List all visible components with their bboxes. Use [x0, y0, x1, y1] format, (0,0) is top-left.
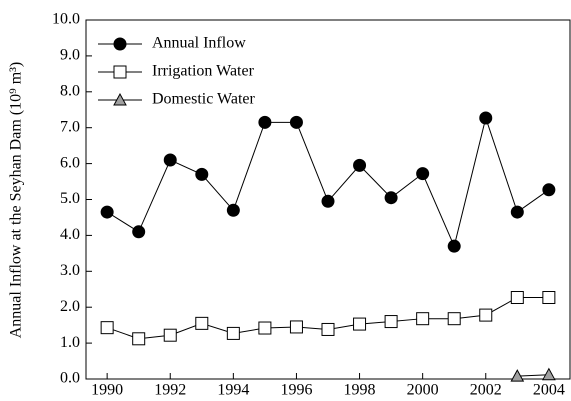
data-point: [447, 239, 461, 253]
data-point: [100, 321, 114, 335]
data-point: [100, 205, 114, 219]
data-point: [132, 225, 146, 239]
data-point: [353, 317, 367, 331]
legend-marker: [113, 37, 127, 51]
data-point: [226, 326, 240, 340]
data-point: [479, 308, 493, 322]
y-axis-label: Annual Inflow at the Seyhan Dam (10⁹ m³): [8, 62, 25, 339]
y-tick-label: 0.0: [60, 370, 80, 387]
y-tick-label: 10.0: [52, 11, 80, 28]
x-tick-label: 2004: [533, 382, 565, 399]
x-tick-label: 2002: [470, 382, 502, 399]
y-tick-label: 7.0: [60, 118, 80, 135]
data-point: [447, 312, 461, 326]
x-tick-label: 1996: [280, 382, 312, 399]
data-point: [416, 312, 430, 326]
data-point: [416, 167, 430, 181]
y-tick-label: 8.0: [60, 82, 80, 99]
data-point: [163, 328, 177, 342]
y-tick-label: 3.0: [60, 262, 80, 279]
x-tick-label: 2000: [407, 382, 439, 399]
legend-label: Domestic Water: [152, 91, 256, 108]
data-point: [258, 321, 272, 335]
data-point: [289, 320, 303, 334]
data-point: [479, 111, 493, 125]
data-point: [163, 153, 177, 167]
legend-label: Irrigation Water: [152, 63, 255, 80]
data-point: [195, 316, 209, 330]
data-point: [258, 115, 272, 129]
data-point: [542, 291, 556, 305]
legend-marker: [113, 65, 127, 79]
y-tick-label: 6.0: [60, 154, 80, 171]
data-point: [510, 205, 524, 219]
x-tick-label: 1990: [91, 382, 123, 399]
y-tick-label: 2.0: [60, 298, 80, 315]
y-tick-label: 9.0: [60, 47, 80, 64]
x-tick-label: 1998: [344, 382, 376, 399]
series-line: [106, 116, 550, 248]
data-point: [510, 369, 525, 382]
data-point: [289, 115, 303, 129]
legend-label: Annual Inflow: [152, 35, 246, 52]
data-point: [384, 315, 398, 329]
y-tick-label: 4.0: [60, 226, 80, 243]
data-point: [384, 191, 398, 205]
data-point: [132, 332, 146, 346]
data-point: [542, 367, 556, 381]
legend-marker: [113, 92, 127, 106]
x-tick-label: 1992: [154, 382, 186, 399]
data-point: [510, 291, 524, 305]
data-point: [321, 194, 335, 208]
series-line: [517, 374, 549, 377]
data-point: [542, 183, 556, 197]
data-point: [321, 322, 335, 336]
data-point: [353, 158, 367, 172]
y-tick-label: 5.0: [60, 190, 80, 207]
data-point: [195, 167, 209, 181]
x-tick-label: 1994: [217, 382, 249, 399]
y-tick-label: 1.0: [60, 334, 80, 351]
data-point: [226, 203, 240, 217]
